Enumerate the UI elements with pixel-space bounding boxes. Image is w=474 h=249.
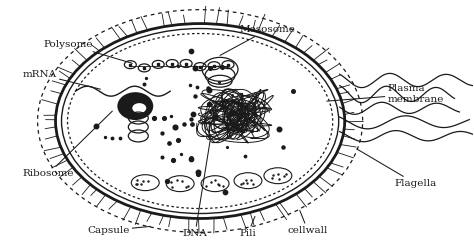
- Text: Ribosome: Ribosome: [23, 111, 112, 178]
- Text: cellwall: cellwall: [288, 210, 328, 235]
- Text: Mesosome: Mesosome: [220, 25, 296, 55]
- Text: Polysome: Polysome: [44, 40, 132, 63]
- Text: Capsule: Capsule: [87, 226, 150, 235]
- Text: DNA: DNA: [182, 141, 210, 238]
- Text: Flagella: Flagella: [356, 149, 437, 188]
- Text: mRNA: mRNA: [23, 70, 100, 89]
- Text: Plasma
membrane: Plasma membrane: [327, 84, 444, 104]
- Ellipse shape: [118, 92, 153, 120]
- Ellipse shape: [132, 103, 146, 113]
- Text: Pili: Pili: [239, 216, 256, 238]
